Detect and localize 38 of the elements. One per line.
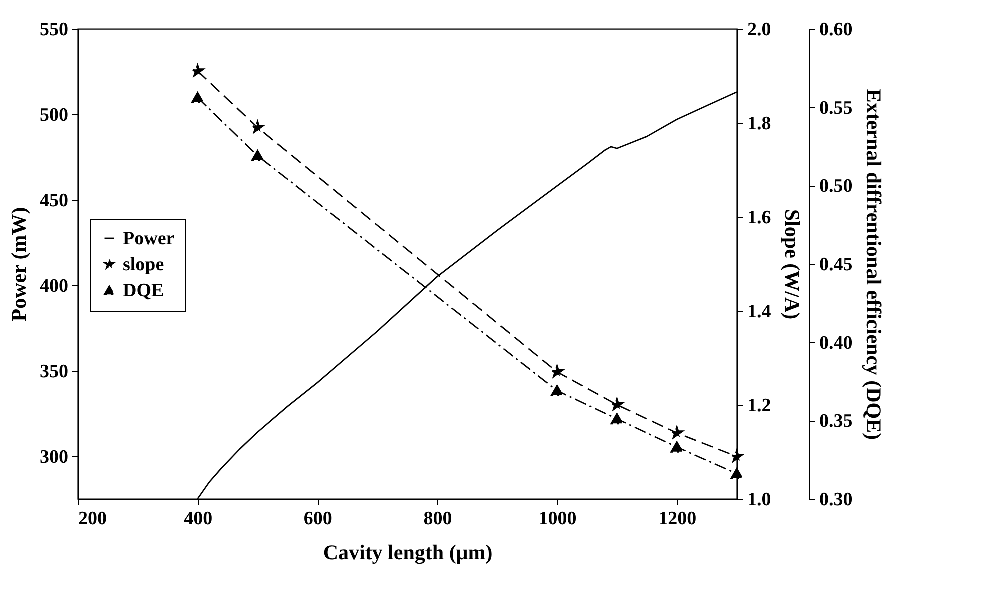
point	[730, 468, 744, 480]
y3-tick-label: 0.40	[820, 332, 853, 354]
y3-tick-label: 0.30	[820, 490, 853, 510]
y-tick-label: 350	[40, 361, 68, 382]
y3-tick-label: 0.55	[820, 98, 853, 119]
point	[670, 442, 684, 453]
y-tick-label: 450	[40, 190, 68, 212]
x-tick-label: 600	[304, 508, 332, 530]
y-tick-label: 300	[40, 446, 68, 468]
x-axis-title: Cavity length (μm)	[323, 540, 493, 564]
y-axis-title: Power (mW)	[7, 207, 31, 322]
point	[251, 150, 264, 162]
y3-tick-label: 0.60	[820, 20, 853, 40]
y3-tick-label: 0.50	[820, 176, 853, 198]
x-tick-label: 400	[184, 508, 213, 530]
point	[551, 385, 564, 396]
point	[610, 414, 624, 425]
y3-tick-label: 0.45	[820, 254, 853, 276]
x-tick-label: 1200	[658, 508, 697, 530]
y2-tick-label: 1.0	[748, 490, 772, 510]
legend-label: Power	[123, 228, 176, 250]
y3-tick-label: 0.35	[820, 411, 853, 432]
x-tick-label: 800	[424, 508, 452, 530]
point	[192, 92, 204, 104]
y2-tick-label: 1.6	[748, 208, 772, 228]
y-tick-label: 400	[40, 276, 68, 297]
y2-axis-title: Slope (W/A)	[780, 209, 804, 320]
y-tick-label: 550	[40, 20, 68, 40]
y2-tick-label: 1.8	[748, 114, 772, 134]
x-tick-label: 1000	[538, 508, 577, 530]
y2-tick-label: 2.0	[748, 20, 772, 40]
legend-label: DQE	[123, 280, 164, 302]
y-tick-label: 500	[40, 104, 68, 126]
legend-label: slope	[123, 254, 164, 276]
y3-axis-title: External diffrentional efficiency (DQE)	[862, 88, 886, 440]
y2-tick-label: 1.4	[748, 302, 772, 322]
y2-tick-label: 1.2	[748, 396, 772, 416]
x-tick-label: 200	[78, 508, 107, 530]
